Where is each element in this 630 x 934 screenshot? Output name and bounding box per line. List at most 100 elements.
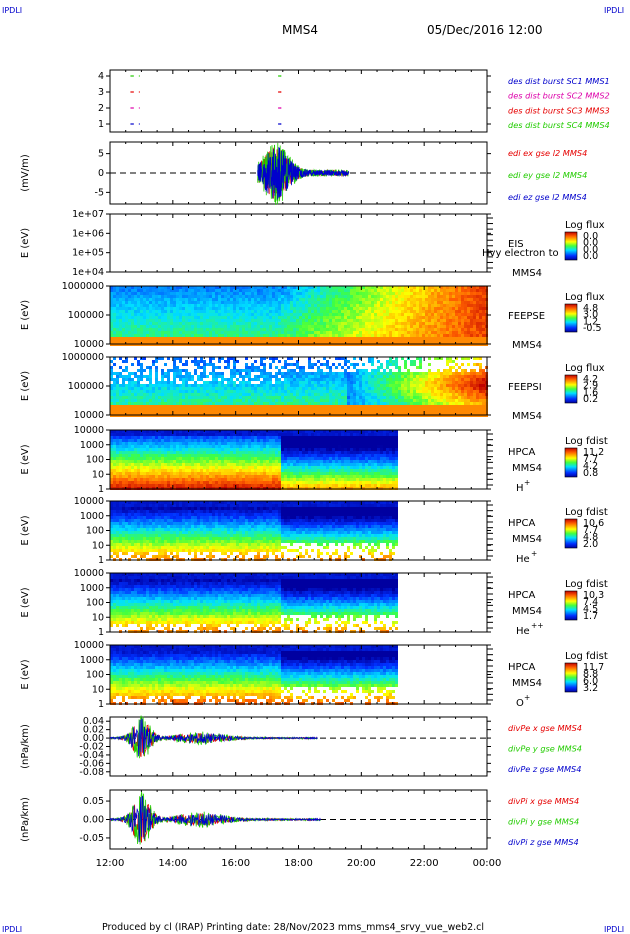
heatmap-cell (326, 384, 329, 387)
heatmap-cell (470, 328, 473, 331)
heatmap-cell (398, 390, 401, 393)
heatmap-cell (206, 375, 209, 378)
heatmap-cell (431, 337, 434, 340)
heatmap-cell (395, 298, 398, 301)
heatmap-cell (392, 405, 395, 408)
heatmap-cell (344, 405, 347, 408)
heatmap-cell (188, 375, 191, 378)
heatmap-cell (401, 408, 404, 411)
heatmap-cell (131, 337, 134, 340)
heatmap-cell (146, 408, 149, 411)
heatmap-cell (431, 399, 434, 402)
heatmap-cell (395, 313, 398, 316)
heatmap-cell (299, 337, 302, 340)
heatmap-cell (161, 286, 164, 289)
heatmap-cell (461, 390, 464, 393)
heatmap-cell (422, 399, 425, 402)
heatmap-cell (467, 304, 470, 307)
heatmap-cell (251, 313, 254, 316)
heatmap-cell (368, 375, 371, 378)
heatmap-cell (299, 375, 302, 378)
heatmap-cell (173, 322, 176, 325)
heatmap-cell (284, 307, 287, 310)
heatmap-cell (338, 319, 341, 322)
heatmap-cell (233, 295, 236, 298)
heatmap-cell (251, 295, 254, 298)
heatmap-cell (257, 396, 260, 399)
heatmap-cell (467, 411, 470, 414)
heatmap-cell (272, 319, 275, 322)
heatmap-cell (428, 307, 431, 310)
heatmap-cell (278, 334, 281, 337)
heatmap-cell (266, 304, 269, 307)
heatmap-cell (206, 384, 209, 387)
heatmap-cell (428, 387, 431, 390)
heatmap-cell (344, 375, 347, 378)
heatmap-cell (188, 340, 191, 343)
heatmap-cell (224, 384, 227, 387)
heatmap-cell (311, 384, 314, 387)
heatmap-cell (314, 298, 317, 301)
heatmap-cell (398, 378, 401, 381)
heatmap-cell (311, 295, 314, 298)
heatmap-cell (449, 310, 452, 313)
heatmap-cell (254, 310, 257, 313)
heatmap-cell (404, 411, 407, 414)
heatmap-cell (200, 316, 203, 319)
heatmap-cell (317, 399, 320, 402)
heatmap-cell (239, 399, 242, 402)
heatmap-cell (170, 411, 173, 414)
heatmap-cell (314, 322, 317, 325)
heatmap-cell (221, 295, 224, 298)
heatmap-cell (278, 310, 281, 313)
heatmap-cell (119, 411, 122, 414)
heatmap-cell (269, 396, 272, 399)
heatmap-cell (113, 310, 116, 313)
heatmap-cell (353, 295, 356, 298)
heatmap-cell (446, 292, 449, 295)
heatmap-cell (239, 298, 242, 301)
heatmap-cell (110, 375, 113, 378)
heatmap-cell (308, 360, 311, 363)
heatmap-cell (188, 408, 191, 411)
heatmap-cell (236, 384, 239, 387)
heatmap-cell (326, 375, 329, 378)
heatmap-cell (302, 328, 305, 331)
heatmap-cell (248, 334, 251, 337)
heatmap-cell (344, 316, 347, 319)
heatmap-cell (215, 319, 218, 322)
heatmap-cell (236, 310, 239, 313)
heatmap-cell (209, 411, 212, 414)
heatmap-cell (350, 322, 353, 325)
heatmap-cell (161, 292, 164, 295)
heatmap-cell (152, 292, 155, 295)
heatmap-cell (395, 310, 398, 313)
heatmap-cell (401, 286, 404, 289)
heatmap-cell (470, 372, 473, 375)
heatmap-cell (194, 307, 197, 310)
heatmap-cell (224, 301, 227, 304)
heatmap-cell (260, 372, 263, 375)
heatmap-cell (380, 307, 383, 310)
heatmap-cell (233, 337, 236, 340)
heatmap-cell (254, 369, 257, 372)
heatmap-cell (119, 387, 122, 390)
heatmap-cell (326, 322, 329, 325)
heatmap-cell (143, 304, 146, 307)
heatmap-cell (449, 372, 452, 375)
heatmap-cell (383, 405, 386, 408)
heatmap-cell (476, 363, 479, 366)
heatmap-cell (209, 289, 212, 292)
heatmap-cell (434, 319, 437, 322)
heatmap-cell (470, 378, 473, 381)
heatmap-cell (164, 402, 167, 405)
heatmap-cell (473, 307, 476, 310)
heatmap-cell (245, 390, 248, 393)
heatmap-cell (380, 292, 383, 295)
heatmap-cell (302, 402, 305, 405)
heatmap-cell (380, 366, 383, 369)
heatmap-cell (317, 384, 320, 387)
heatmap-cell (419, 405, 422, 408)
heatmap-cell (176, 387, 179, 390)
heatmap-cell (200, 301, 203, 304)
